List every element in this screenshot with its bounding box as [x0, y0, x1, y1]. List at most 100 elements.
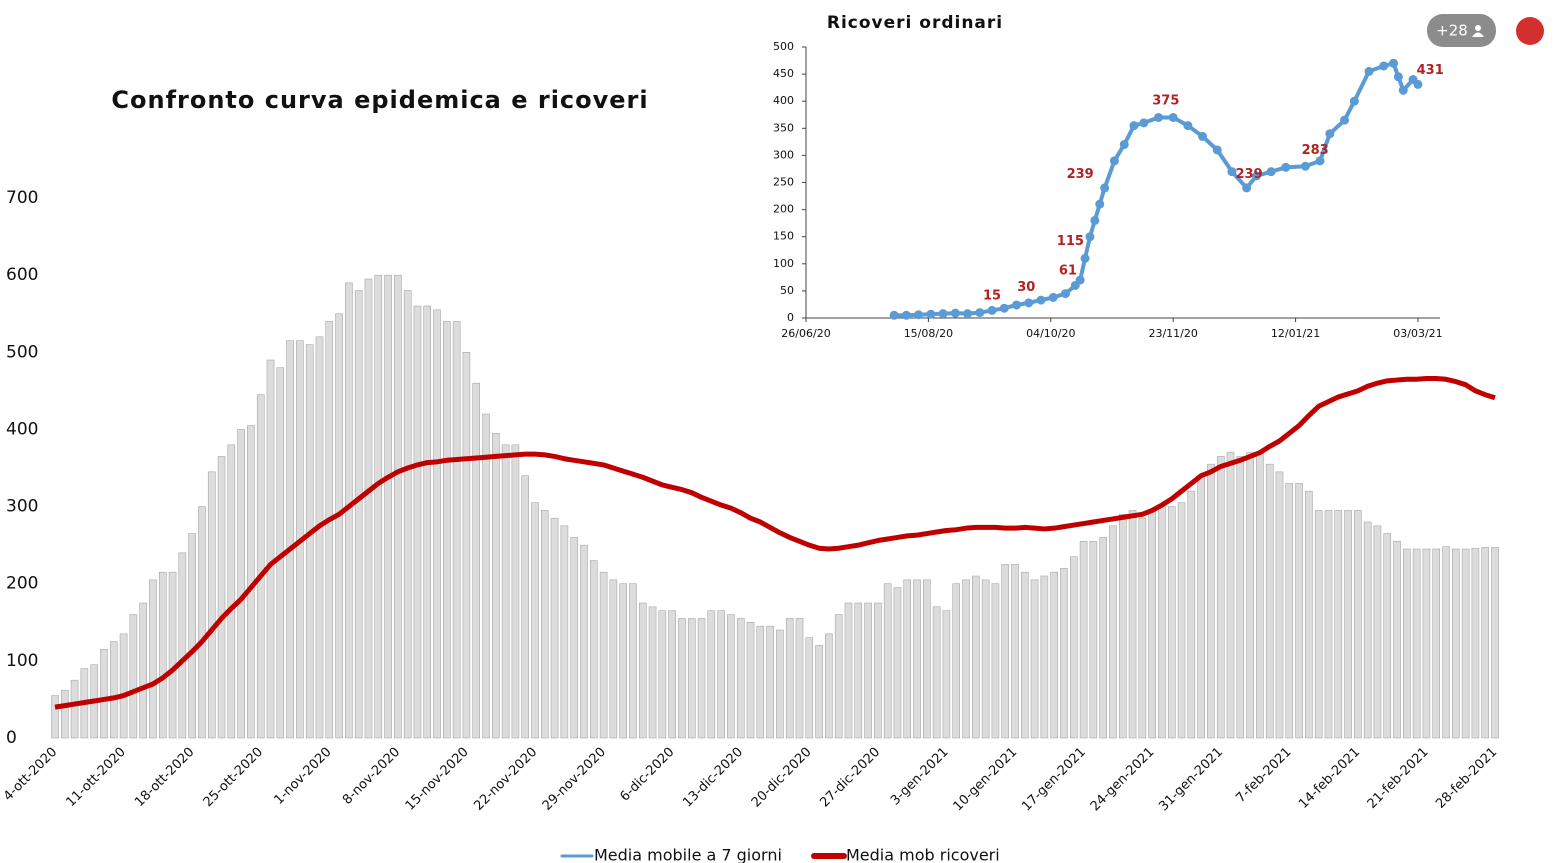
marker — [1242, 183, 1252, 193]
badge-count: +28 — [1436, 22, 1468, 40]
data-label: 239 — [1235, 167, 1262, 182]
bar — [139, 602, 147, 739]
marker — [1036, 295, 1046, 305]
bar — [1177, 502, 1186, 739]
bar — [746, 622, 755, 739]
data-label: 375 — [1152, 93, 1179, 108]
bar — [109, 641, 118, 739]
bar — [541, 510, 549, 739]
bar — [1001, 564, 1009, 739]
bar — [1040, 575, 1049, 739]
y-tick-label: 200 — [6, 574, 38, 594]
x-tick-label: 23/11/20 — [1148, 327, 1197, 340]
bar — [1314, 510, 1323, 739]
bar — [1354, 510, 1362, 739]
marker — [1048, 292, 1058, 302]
bar — [1021, 571, 1029, 739]
bar — [1275, 471, 1284, 739]
marker — [1168, 112, 1178, 122]
data-label: 431 — [1417, 63, 1444, 78]
participants-badge[interactable] — [1427, 14, 1496, 47]
bar — [423, 305, 432, 739]
bar — [51, 695, 59, 739]
bar — [599, 571, 608, 739]
bar — [462, 352, 471, 739]
marker — [1198, 131, 1208, 141]
bar — [198, 506, 206, 739]
marker — [1393, 72, 1403, 82]
bar — [570, 537, 578, 739]
y-tick-label: 200 — [773, 203, 794, 216]
x-tick-label: 28-feb-2021 — [1433, 745, 1500, 812]
bar — [217, 456, 226, 739]
marker — [1109, 156, 1119, 166]
bar — [560, 525, 569, 739]
y-tick-label: 150 — [773, 230, 794, 243]
y-tick-label: 500 — [773, 40, 794, 53]
bar — [168, 571, 177, 739]
y-tick-label: 250 — [773, 176, 794, 189]
bar — [472, 382, 481, 739]
bar — [707, 610, 716, 739]
marker — [1060, 289, 1070, 299]
bar — [256, 394, 265, 739]
x-tick-label: 10-gen-2021 — [951, 745, 1021, 815]
bar — [325, 321, 334, 739]
bar — [1373, 525, 1382, 739]
bar — [1305, 490, 1313, 739]
bar — [335, 313, 343, 739]
bar — [844, 602, 853, 739]
data-label: 239 — [1067, 167, 1094, 182]
bar — [237, 429, 245, 739]
x-tick-label: 27-dic-2020 — [817, 745, 883, 811]
marker — [938, 309, 948, 319]
data-label: 115 — [1057, 234, 1084, 249]
bar — [100, 649, 108, 739]
bar — [149, 579, 157, 739]
bar — [589, 560, 598, 739]
data-label: 30 — [1017, 280, 1035, 295]
marker — [1398, 85, 1408, 95]
bar — [70, 679, 79, 739]
x-tick-label: 4-ott-2020 — [1, 745, 60, 804]
legend-label: Media mob ricoveri — [846, 846, 1000, 863]
bar — [1089, 541, 1098, 739]
bar — [531, 502, 539, 739]
bar — [1344, 510, 1352, 739]
bar — [364, 278, 373, 739]
bar — [785, 618, 794, 739]
bar — [776, 629, 784, 739]
bar — [972, 575, 980, 739]
bar — [286, 340, 294, 739]
marker — [1095, 199, 1105, 209]
marker — [1413, 79, 1423, 89]
bar — [1167, 506, 1176, 739]
bar — [1442, 546, 1450, 739]
bar — [854, 602, 863, 739]
bar — [1226, 452, 1235, 739]
y-tick-label: 300 — [773, 148, 794, 161]
record-button[interactable] — [1516, 17, 1544, 45]
x-tick-label: 3-gen-2021 — [888, 745, 952, 809]
bar — [1452, 548, 1460, 739]
bar — [1138, 517, 1147, 739]
bar — [492, 433, 500, 739]
marker — [1325, 129, 1335, 139]
bar — [443, 321, 451, 739]
marker — [1024, 298, 1034, 308]
bar — [1295, 483, 1303, 739]
marker — [1281, 162, 1291, 172]
y-tick-label: 450 — [773, 67, 794, 80]
x-tick-label: 13-dic-2020 — [680, 745, 746, 811]
y-tick-label: 600 — [6, 265, 38, 285]
bar — [1060, 568, 1068, 739]
marker — [1388, 58, 1398, 68]
bar — [932, 606, 941, 739]
y-tick-label: 500 — [6, 342, 38, 362]
bar — [550, 517, 559, 739]
marker — [963, 309, 973, 319]
bar — [227, 444, 236, 739]
bar — [1236, 456, 1245, 739]
bar — [1109, 525, 1117, 739]
